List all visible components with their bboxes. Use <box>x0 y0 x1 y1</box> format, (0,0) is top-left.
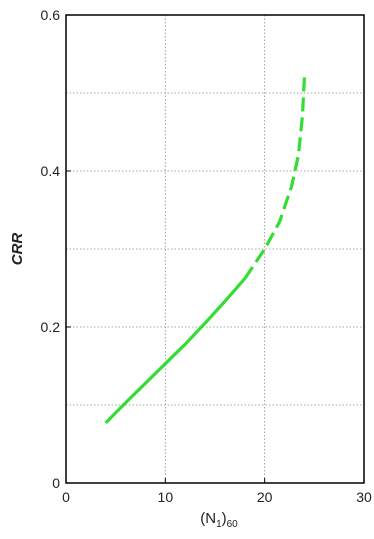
y-tick-label: 0 <box>52 475 60 491</box>
grid-layer <box>66 15 364 483</box>
x-axis-title-suffix: 60 <box>227 519 239 530</box>
crr-curve-dashed <box>243 77 306 280</box>
x-axis-title-mid: ) <box>222 510 227 527</box>
y-axis-title: CRR <box>9 233 26 266</box>
x-tick-label: 10 <box>158 489 174 505</box>
x-axis-title-sub: 1 <box>216 519 222 530</box>
x-tick-label: 0 <box>62 489 70 505</box>
y-tick-label: 0.2 <box>41 319 61 335</box>
y-tick-label: 0.6 <box>41 7 61 23</box>
x-tick-label: 20 <box>257 489 273 505</box>
y-tick-label: 0.4 <box>41 163 61 179</box>
x-tick-label: 30 <box>356 489 372 505</box>
crr-curve-solid <box>104 277 247 425</box>
ticks-layer: 0 10 20 30 0 0.2 0.4 0.6 <box>41 7 372 505</box>
x-axis-title-prefix: (N <box>200 510 216 527</box>
x-axis-title: (N1)60 <box>200 510 238 530</box>
plot-frame <box>65 14 365 484</box>
series-layer <box>104 77 306 425</box>
